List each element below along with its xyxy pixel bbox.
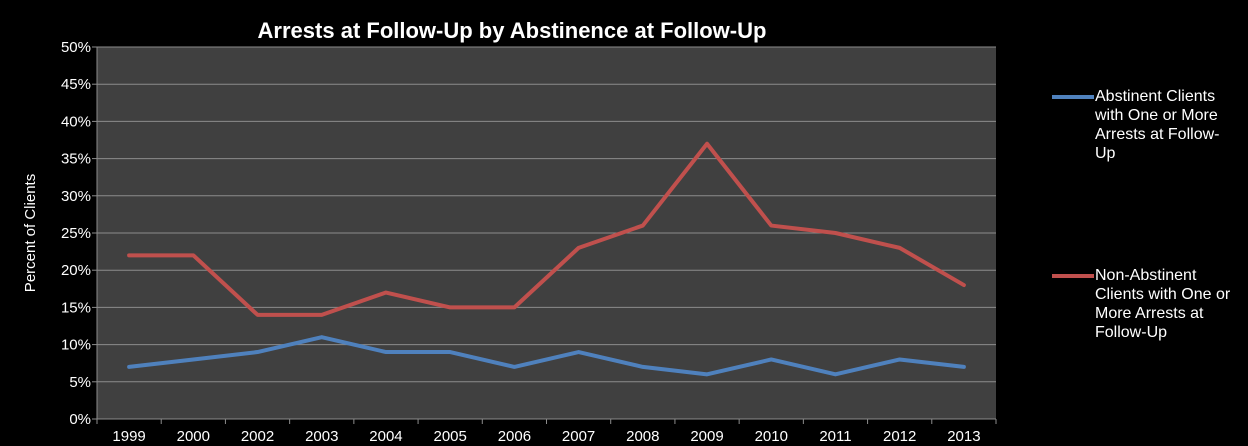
data-point bbox=[320, 313, 324, 317]
series-line-abstinent bbox=[127, 335, 966, 377]
data-point bbox=[191, 357, 195, 361]
series-line-non-abstinent bbox=[127, 141, 966, 317]
y-axis-ticks: 0% 5% 10% 15% 20% 25% 30% 35% 40% 45% 50% bbox=[61, 39, 98, 428]
gridlines bbox=[97, 46, 996, 420]
data-point bbox=[320, 335, 324, 339]
y-axis-label: Percent of Clients bbox=[22, 174, 39, 292]
x-tick-label: 2005 bbox=[433, 428, 466, 445]
legend-swatch-non-abstinent bbox=[1052, 274, 1094, 278]
data-point bbox=[641, 365, 645, 369]
data-point bbox=[512, 365, 516, 369]
x-tick-label: 2009 bbox=[690, 428, 723, 445]
data-point bbox=[127, 365, 131, 369]
y-tick-label: 35% bbox=[61, 151, 91, 168]
data-point bbox=[898, 357, 902, 361]
y-tick-label: 30% bbox=[61, 188, 91, 205]
series-lines bbox=[127, 141, 966, 377]
x-tick-label: 2013 bbox=[947, 428, 980, 445]
legend-label-abstinent: Abstinent Clients with One or More Arres… bbox=[1095, 88, 1220, 162]
x-tick-label: 2002 bbox=[241, 428, 274, 445]
y-tick-label: 5% bbox=[69, 374, 91, 391]
data-point bbox=[705, 372, 709, 376]
x-tick-label: 2007 bbox=[562, 428, 595, 445]
data-point bbox=[191, 253, 195, 257]
legend-swatch-abstinent bbox=[1052, 95, 1094, 99]
y-tick-label: 50% bbox=[61, 39, 91, 56]
data-point bbox=[769, 357, 773, 361]
legend-label-non-abstinent: Non-Abstinent Clients with One or More A… bbox=[1095, 267, 1231, 341]
data-point bbox=[833, 231, 837, 235]
x-tick-label: 2000 bbox=[177, 428, 210, 445]
x-tick-label: 2008 bbox=[626, 428, 659, 445]
data-point bbox=[512, 305, 516, 309]
data-point bbox=[705, 142, 709, 146]
x-axis-ticks: 1999 2000 2002 2003 2004 2005 2006 2007 2008 2009… bbox=[96, 418, 997, 445]
data-point bbox=[256, 350, 260, 354]
y-tick-label: 10% bbox=[61, 337, 91, 354]
data-point bbox=[448, 305, 452, 309]
y-tick-label: 25% bbox=[61, 225, 91, 242]
x-tick-label: 2006 bbox=[498, 428, 531, 445]
x-tick-label: 2012 bbox=[883, 428, 916, 445]
data-point bbox=[448, 350, 452, 354]
data-point bbox=[769, 224, 773, 228]
y-tick-label: 15% bbox=[61, 299, 91, 316]
x-tick-label: 1999 bbox=[112, 428, 145, 445]
data-point bbox=[256, 313, 260, 317]
y-tick-label: 20% bbox=[61, 262, 91, 279]
y-tick-label: 45% bbox=[61, 76, 91, 93]
data-point bbox=[641, 224, 645, 228]
data-point bbox=[127, 253, 131, 257]
x-tick-label: 2010 bbox=[755, 428, 788, 445]
data-point bbox=[577, 246, 581, 250]
data-point bbox=[384, 350, 388, 354]
x-tick-label: 2003 bbox=[305, 428, 338, 445]
data-point bbox=[833, 372, 837, 376]
data-point bbox=[962, 283, 966, 287]
chart-title: Arrests at Follow-Up by Abstinence at Fo… bbox=[258, 18, 767, 43]
data-point bbox=[898, 246, 902, 250]
data-point bbox=[384, 291, 388, 295]
x-tick-label: 2011 bbox=[819, 428, 851, 445]
y-tick-label: 0% bbox=[69, 411, 91, 428]
data-point bbox=[577, 350, 581, 354]
x-tick-label: 2004 bbox=[369, 428, 402, 445]
y-tick-label: 40% bbox=[61, 113, 91, 130]
data-point bbox=[962, 365, 966, 369]
